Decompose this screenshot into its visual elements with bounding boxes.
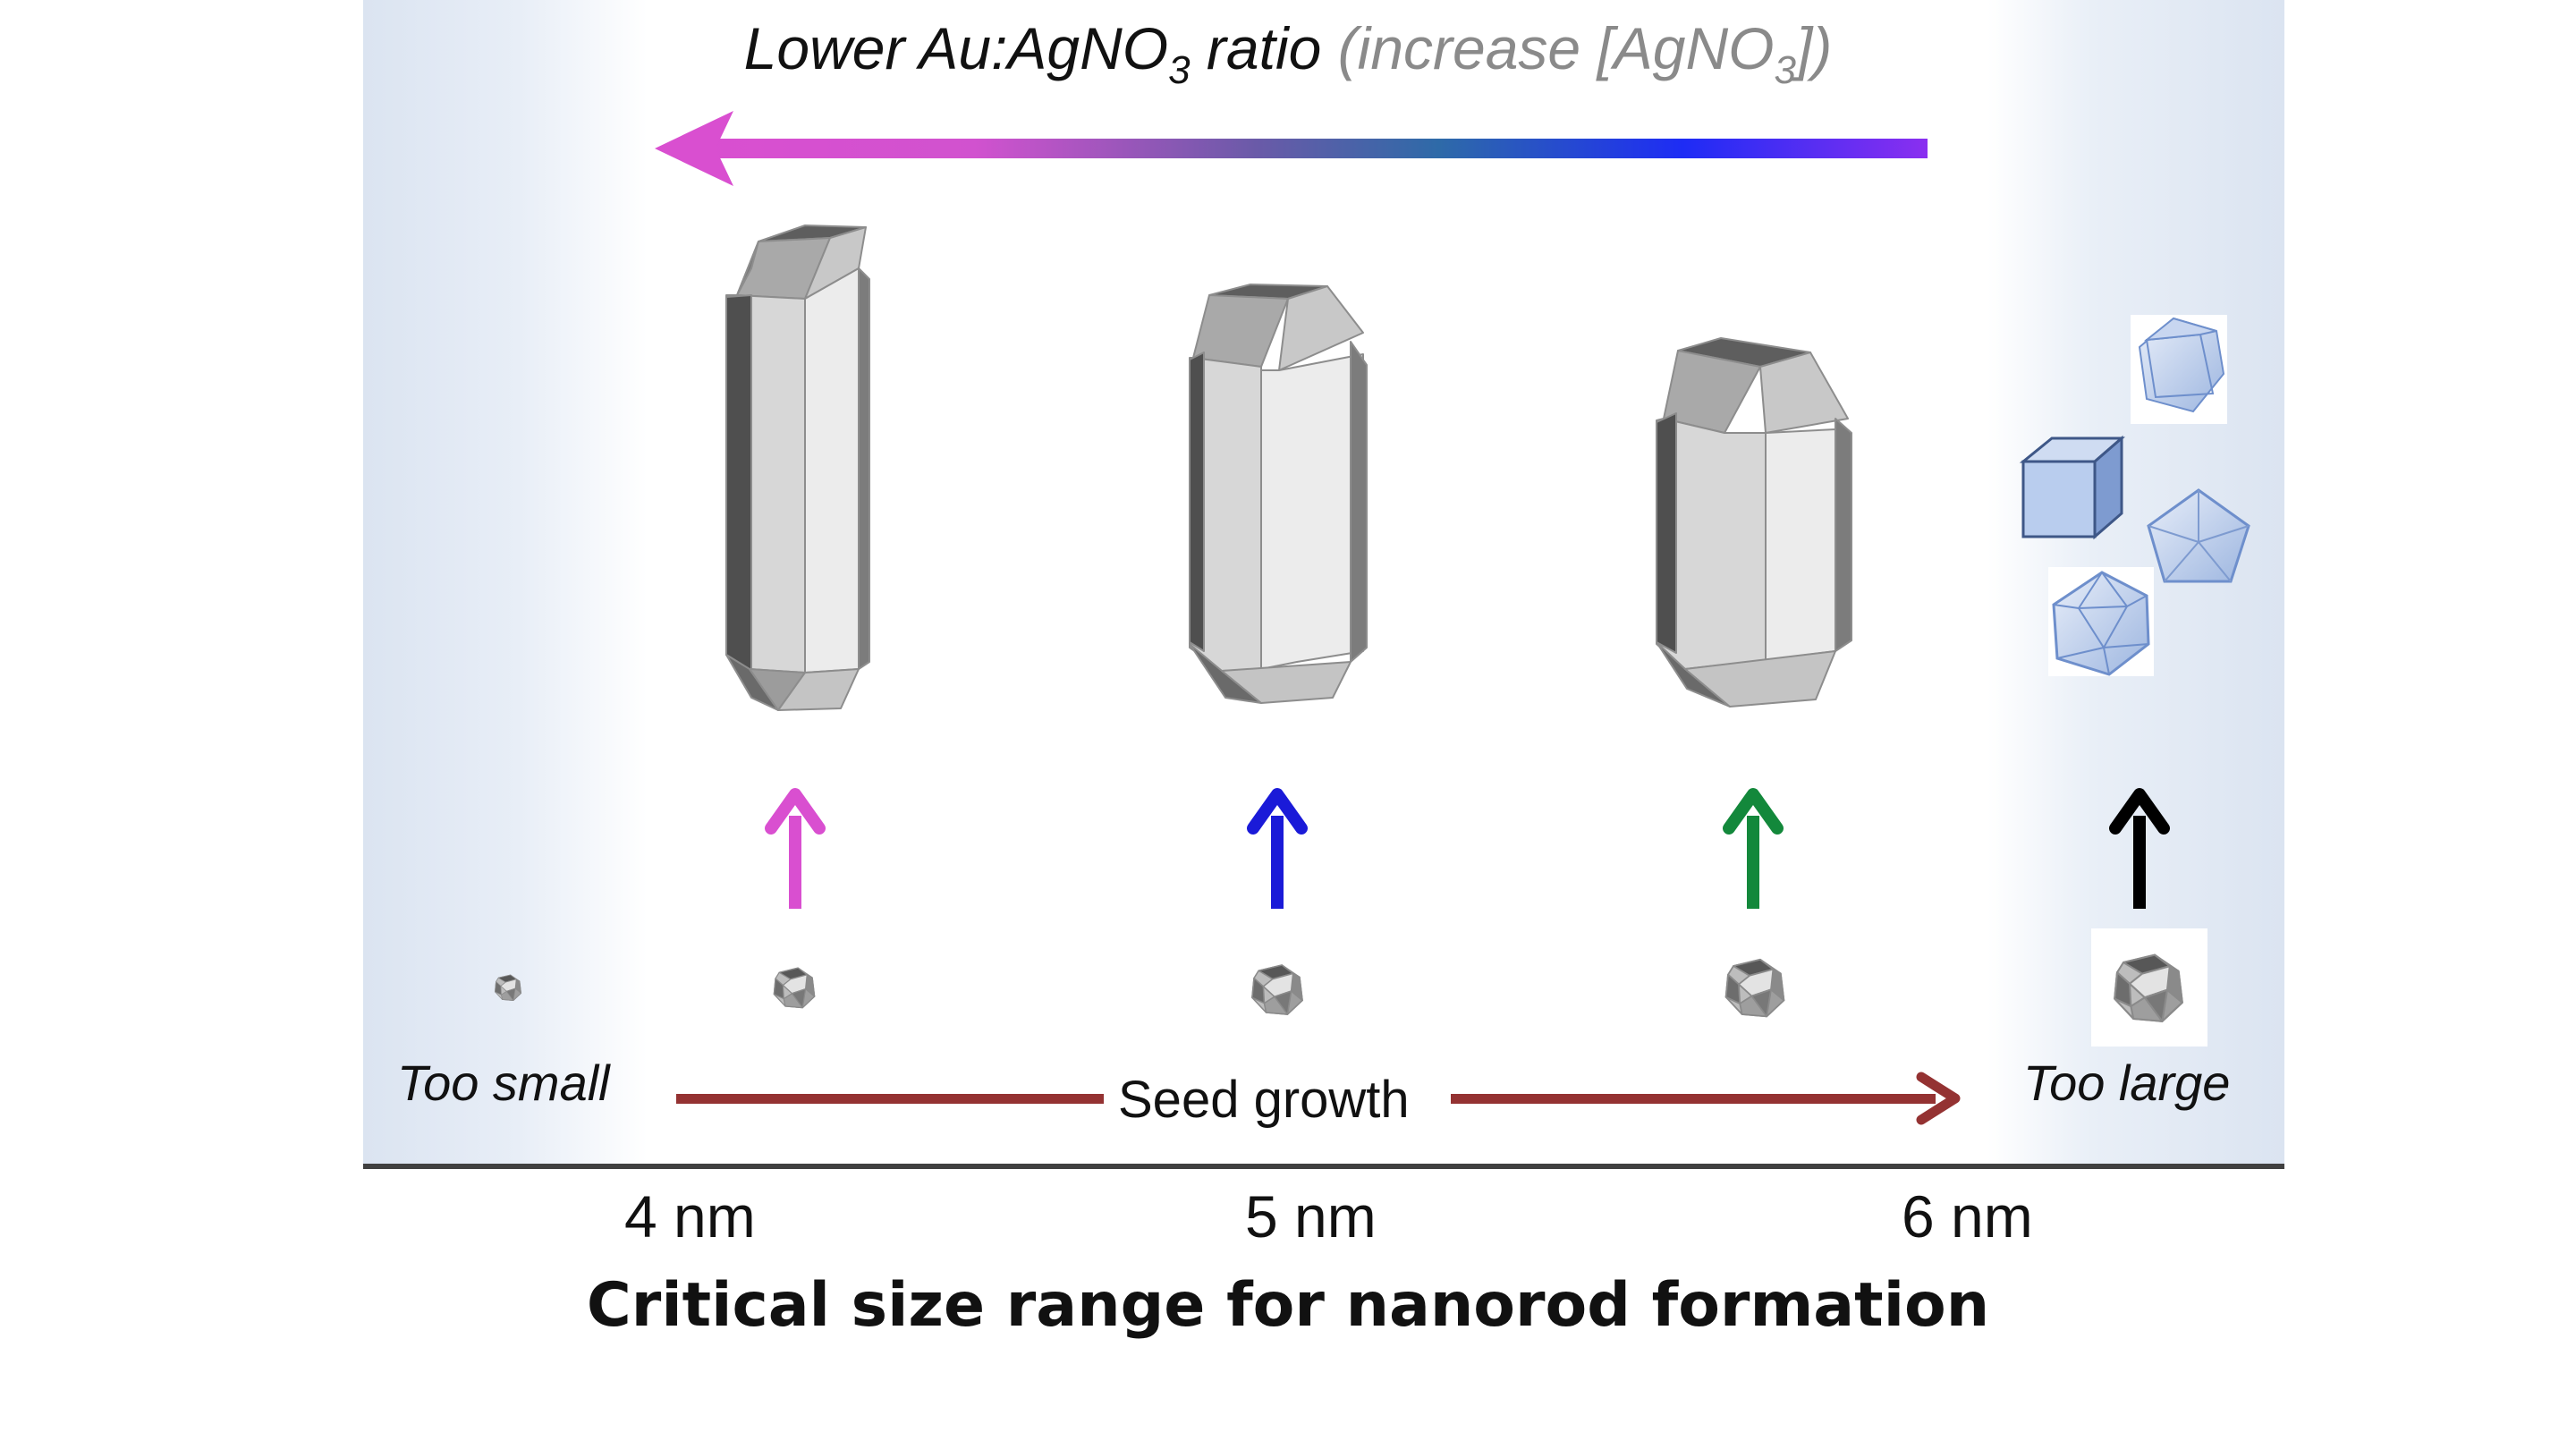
tick-label-5nm: 5 nm — [1245, 1183, 1377, 1250]
ratio-arrow-title: Lower Au:AgNO3 ratio (increase [AgNO3]) — [0, 14, 2576, 93]
icosahedron-icon — [2048, 567, 2154, 676]
tick-label-6nm: 6 nm — [1902, 1183, 2033, 1250]
title-ratio-word: ratio — [1190, 15, 1338, 81]
up-arrow-magenta — [765, 788, 826, 909]
up-arrow-blue — [1247, 788, 1308, 909]
too-large-label: Too large — [2023, 1055, 2231, 1111]
up-arrow-black — [2109, 788, 2170, 909]
title-prefix-subscript: 3 — [1168, 48, 1191, 92]
seed-growth-arrow — [676, 1072, 1961, 1125]
seed-crystal-large-icon — [2091, 928, 2207, 1046]
cube-icon — [2019, 435, 2126, 540]
nanorod-short-icon — [1656, 337, 1852, 708]
top-ratio-arrow — [655, 111, 1928, 186]
title-muted-suffix: ]) — [1796, 15, 1833, 81]
nanorod-long-icon — [725, 225, 870, 711]
cuboctahedron-cage-icon — [2131, 315, 2227, 424]
panel-left-shade — [363, 0, 648, 1166]
nanorod-medium-icon — [1189, 284, 1368, 704]
title-prefix: Lower Au:AgNO — [743, 15, 1169, 81]
tick-label-4nm: 4 nm — [624, 1183, 756, 1250]
seed-growth-label: Seed growth — [1118, 1071, 1410, 1129]
too-small-label: Too small — [397, 1055, 610, 1111]
decahedron-icon — [2147, 488, 2250, 583]
title-muted-subscript: 3 — [1774, 48, 1797, 92]
up-arrow-green — [1723, 788, 1784, 909]
title-muted-prefix: (increase [AgNO — [1337, 15, 1775, 81]
axis-title: Critical size range for nanorod formatio… — [586, 1270, 1990, 1341]
